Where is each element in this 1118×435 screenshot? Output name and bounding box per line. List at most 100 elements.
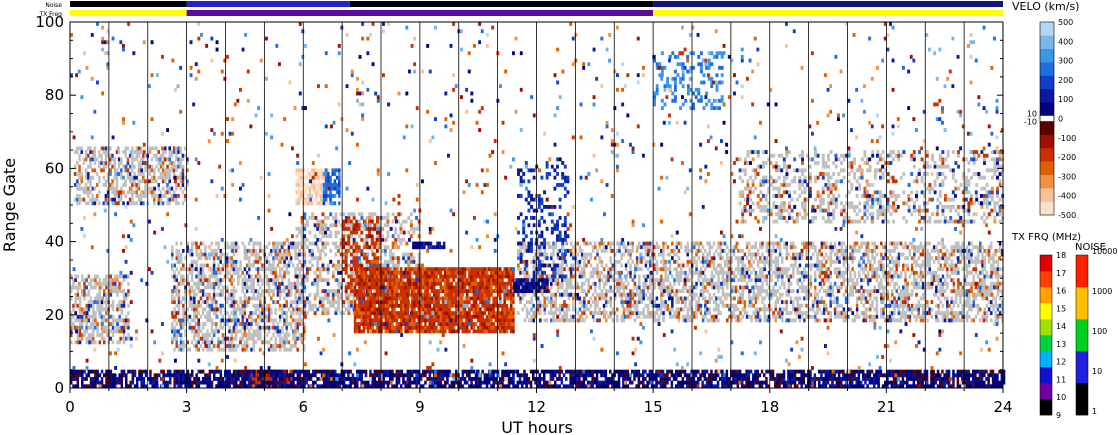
data-cell (831, 285, 835, 290)
data-cell (701, 278, 705, 283)
data-cell (708, 292, 711, 297)
data-cell (833, 267, 837, 272)
data-cell (919, 274, 923, 279)
data-cell (567, 285, 571, 290)
data-cell (539, 270, 542, 275)
data-cell (316, 292, 320, 297)
data-cell (853, 314, 857, 319)
data-cell (519, 285, 522, 290)
data-cell (210, 329, 214, 334)
data-cell (190, 300, 194, 305)
data-cell (318, 296, 322, 301)
data-cell (188, 292, 192, 297)
data-cell (877, 289, 881, 294)
data-cell (622, 300, 626, 305)
data-cell (706, 289, 709, 294)
data-cell (957, 267, 960, 272)
data-cell (662, 292, 665, 297)
data-cell (765, 281, 769, 286)
data-cell (600, 296, 604, 301)
data-cell (847, 314, 850, 319)
data-cell (228, 329, 231, 334)
data-cell (295, 256, 299, 261)
data-cell (337, 303, 340, 308)
data-cell (175, 248, 178, 253)
data-cell (287, 245, 291, 250)
data-cell (662, 267, 665, 272)
data-cell (219, 325, 222, 330)
data-cell (888, 270, 892, 275)
data-cell (578, 300, 582, 305)
data-cell (545, 263, 549, 268)
data-cell (402, 237, 405, 242)
data-cell (699, 270, 703, 275)
data-cell (543, 300, 546, 305)
data-cell (778, 245, 782, 250)
data-cell (103, 325, 106, 330)
data-cell (98, 307, 102, 312)
data-cell (809, 314, 813, 319)
data-cell (594, 300, 597, 305)
data-cell (686, 252, 689, 257)
data-cell (651, 256, 654, 261)
data-cell (210, 270, 214, 275)
data-cell (605, 303, 608, 308)
data-cell (278, 318, 282, 323)
data-cell (930, 270, 934, 275)
data-cell (847, 307, 850, 312)
data-cell (177, 303, 181, 308)
data-cell (902, 307, 905, 312)
data-cell (228, 292, 231, 297)
data-cell (252, 318, 255, 323)
data-cell (935, 245, 938, 250)
data-cell (259, 325, 262, 330)
data-cell (265, 325, 269, 330)
data-cell (334, 223, 338, 228)
data-cell (78, 311, 82, 315)
data-cell (748, 248, 751, 253)
data-cell (616, 289, 619, 294)
data-cell (131, 190, 134, 195)
data-cell (587, 285, 590, 290)
data-cell (417, 219, 421, 224)
data-cell (866, 278, 870, 283)
data-cell (723, 263, 727, 268)
data-cell (250, 296, 253, 301)
data-cell (765, 314, 769, 319)
data-cell (272, 263, 275, 268)
data-cell (228, 336, 231, 341)
data-cell (296, 307, 299, 312)
data-cell (717, 311, 720, 315)
data-cell (186, 314, 189, 319)
data-cell (660, 252, 663, 257)
data-cell (805, 270, 808, 275)
data-cell (957, 285, 960, 290)
data-cell (166, 186, 169, 191)
data-cell (175, 340, 178, 345)
data-cell (693, 296, 696, 301)
data-cell (717, 245, 720, 250)
data-cell (838, 303, 841, 308)
data-cell (197, 347, 200, 352)
data-cell (173, 347, 176, 352)
data-cell (754, 314, 758, 319)
data-cell (572, 296, 575, 301)
data-cell (252, 292, 255, 297)
data-cell (311, 241, 314, 246)
data-cell (726, 259, 729, 264)
data-cell (589, 270, 593, 275)
data-cell (521, 296, 524, 301)
data-cell (822, 245, 826, 250)
data-cell (633, 292, 637, 297)
data-cell (959, 245, 962, 250)
data-cell (201, 267, 205, 272)
data-cell (217, 347, 220, 352)
data-cell (880, 263, 883, 268)
data-cell (334, 219, 338, 224)
data-cell (820, 252, 824, 257)
data-cell (919, 296, 923, 301)
data-cell (569, 248, 573, 253)
data-cell (339, 223, 343, 228)
data-cell (774, 241, 777, 246)
data-cell (558, 311, 562, 315)
